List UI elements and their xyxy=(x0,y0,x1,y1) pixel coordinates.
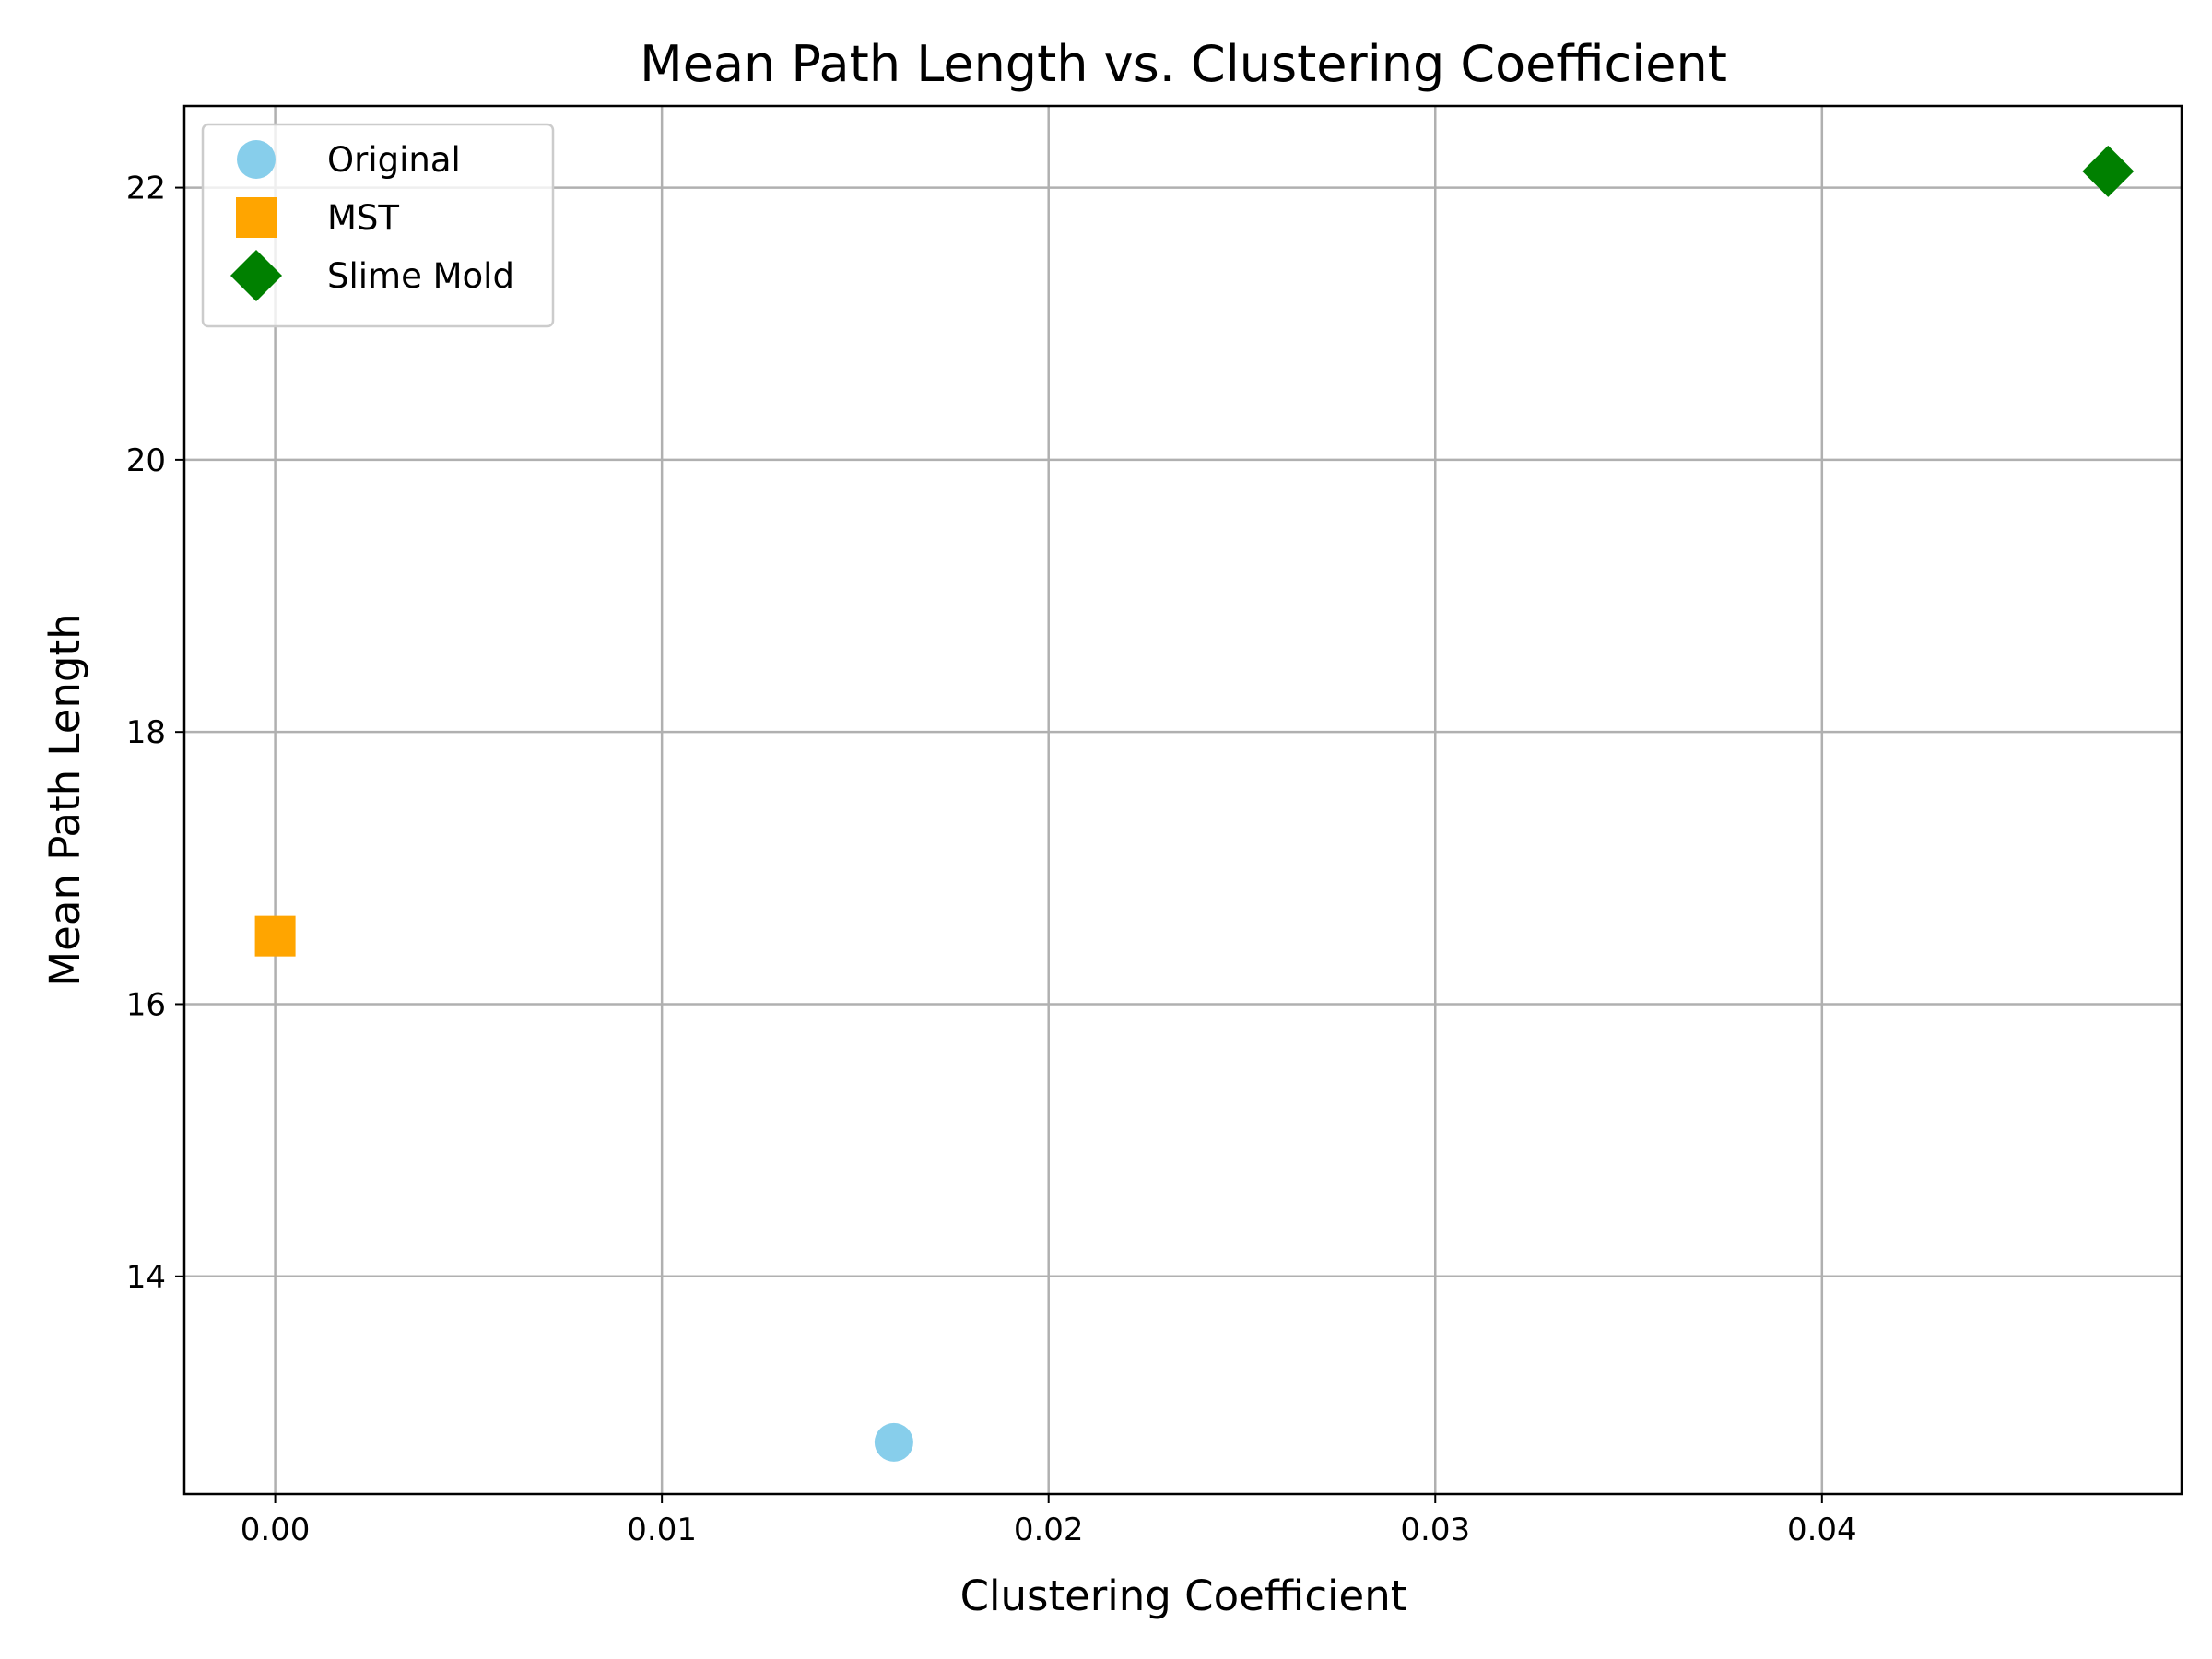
legend-marker-mst xyxy=(236,197,276,238)
grid xyxy=(184,106,2182,1494)
x-tick-label: 0.00 xyxy=(241,1512,311,1548)
legend-marker-original xyxy=(237,140,276,179)
data-point-mst xyxy=(254,915,296,957)
legend-label: Original xyxy=(327,140,461,180)
x-tick-label: 0.01 xyxy=(627,1512,697,1548)
y-tick-label: 14 xyxy=(126,1259,166,1296)
legend-label: MST xyxy=(327,198,399,238)
plot-frame xyxy=(182,104,2183,1496)
y-tick-label: 20 xyxy=(126,442,166,479)
y-tick-label: 16 xyxy=(126,986,166,1023)
x-axis-label: Clustering Coefficient xyxy=(960,1571,1407,1620)
chart-title: Mean Path Length vs. Clustering Coeffici… xyxy=(640,35,1727,93)
y-tick-label: 18 xyxy=(126,714,166,751)
x-tick-label: 0.02 xyxy=(1014,1512,1084,1548)
y-tick-label: 22 xyxy=(126,171,166,207)
data-point-original xyxy=(874,1422,913,1462)
y-axis-label: Mean Path Length xyxy=(41,613,89,986)
data-points xyxy=(254,145,2135,1462)
x-tick-label: 0.03 xyxy=(1400,1512,1470,1548)
data-point-slime-mold xyxy=(2082,145,2135,197)
legend-marker-slime-mold xyxy=(230,250,282,301)
legend: Original MST Slime Mold xyxy=(201,123,555,328)
legend-box xyxy=(201,123,555,328)
x-tick-label: 0.04 xyxy=(1787,1512,1857,1548)
legend-label: Slime Mold xyxy=(327,256,514,296)
axis-ticks: 0.00 0.01 0.02 0.03 0.04 14 16 18 20 22 xyxy=(126,171,1857,1548)
